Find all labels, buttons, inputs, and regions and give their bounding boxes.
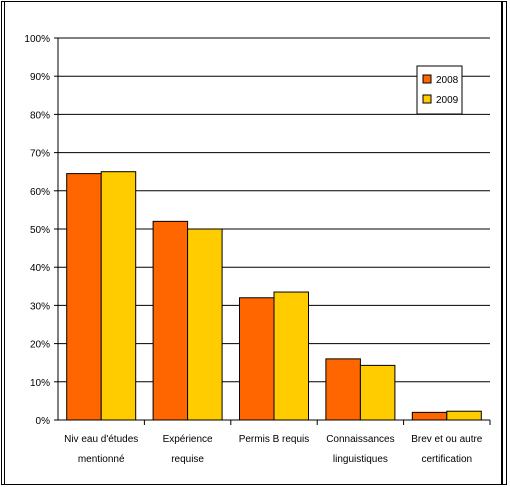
y-tick-label: 90%	[30, 72, 50, 83]
x-tick-label: mentionné	[78, 454, 125, 465]
legend-label-2008: 2008	[436, 75, 459, 86]
bar-2009	[446, 410, 482, 421]
bar-2008	[411, 411, 448, 421]
x-tick-label: Expérience	[163, 434, 213, 445]
legend-swatch-2008	[422, 74, 432, 84]
y-tick-label: 60%	[30, 187, 50, 198]
y-tick-label: 40%	[30, 263, 50, 274]
y-tick-label: 0%	[36, 416, 51, 427]
bar-2009	[359, 364, 396, 421]
bar-2008	[152, 220, 189, 421]
x-tick-label: Niv eau d'études	[64, 434, 138, 445]
bar-2009	[100, 171, 137, 421]
legend-swatch-2009	[422, 94, 432, 104]
x-tick-label: Connaissances	[326, 434, 394, 445]
bar-2009	[273, 291, 309, 421]
y-tick-label: 100%	[24, 34, 50, 45]
bar-2008	[66, 173, 102, 421]
bar-2009	[187, 228, 223, 421]
x-tick-label: certification	[422, 454, 473, 465]
x-tick-label: requise	[171, 454, 204, 465]
x-tick-label: Brev et ou autre	[411, 434, 483, 445]
y-tick-label: 80%	[30, 110, 50, 121]
chart-border-right	[501, 1, 503, 485]
bar-2008	[239, 297, 275, 421]
chart-border-left	[4, 1, 5, 485]
y-tick-label: 30%	[30, 301, 50, 312]
y-tick-label: 50%	[30, 225, 50, 236]
y-tick-label: 70%	[30, 149, 50, 160]
y-tick-label: 10%	[30, 378, 50, 389]
legend-label-2009: 2009	[436, 95, 459, 106]
y-tick-label: 20%	[30, 340, 50, 351]
x-tick-label: Permis B requis	[239, 434, 310, 445]
bar-2008	[325, 358, 361, 421]
x-tick-label: linguistiques	[333, 454, 388, 465]
legend-box	[416, 65, 463, 115]
